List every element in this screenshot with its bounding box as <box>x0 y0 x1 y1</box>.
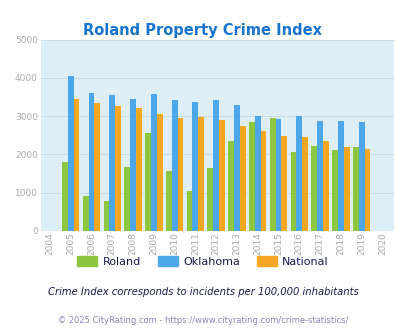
Bar <box>331 150 337 231</box>
Bar <box>358 122 364 231</box>
Bar <box>171 100 177 231</box>
Bar <box>166 171 171 231</box>
Bar <box>207 168 213 231</box>
Bar <box>115 106 121 231</box>
Bar <box>130 99 136 231</box>
Bar <box>311 147 316 231</box>
Bar <box>275 119 281 231</box>
Bar <box>316 121 322 231</box>
Bar <box>213 100 219 231</box>
Bar <box>68 76 73 231</box>
Bar <box>343 147 349 231</box>
Bar <box>136 108 141 231</box>
Text: © 2025 CityRating.com - https://www.cityrating.com/crime-statistics/: © 2025 CityRating.com - https://www.city… <box>58 315 347 325</box>
Bar <box>301 137 307 231</box>
Bar <box>233 105 239 231</box>
Bar <box>198 117 204 231</box>
Bar <box>156 114 162 231</box>
Bar <box>364 149 369 231</box>
Bar <box>290 152 296 231</box>
Bar <box>62 162 68 231</box>
Bar <box>248 122 254 231</box>
Bar <box>281 136 286 231</box>
Bar <box>260 131 266 231</box>
Bar <box>73 99 79 231</box>
Bar <box>254 116 260 231</box>
Bar <box>145 133 151 231</box>
Text: Crime Index corresponds to incidents per 100,000 inhabitants: Crime Index corresponds to incidents per… <box>47 287 358 297</box>
Bar <box>83 196 88 231</box>
Bar <box>103 201 109 231</box>
Bar <box>228 141 233 231</box>
Bar <box>94 103 100 231</box>
Bar <box>151 94 156 231</box>
Bar <box>352 147 358 231</box>
Bar <box>88 93 94 231</box>
Bar <box>124 167 130 231</box>
Legend: Roland, Oklahoma, National: Roland, Oklahoma, National <box>72 251 333 271</box>
Text: Roland Property Crime Index: Roland Property Crime Index <box>83 23 322 38</box>
Bar <box>269 118 275 231</box>
Bar <box>177 118 183 231</box>
Bar <box>186 191 192 231</box>
Bar <box>337 121 343 231</box>
Bar <box>192 102 198 231</box>
Bar <box>296 116 301 231</box>
Bar <box>322 141 328 231</box>
Bar <box>239 126 245 231</box>
Bar <box>219 120 224 231</box>
Bar <box>109 95 115 231</box>
